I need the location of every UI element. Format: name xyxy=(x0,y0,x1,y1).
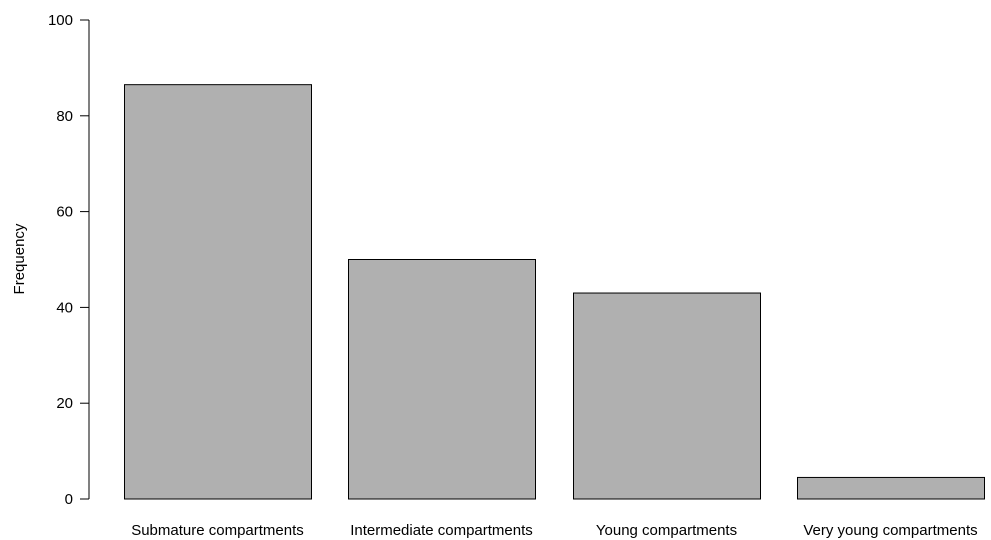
x-category-label: Young compartments xyxy=(596,522,737,539)
x-labels: Submature compartments Intermediate compa… xyxy=(131,522,977,539)
x-category-label: Intermediate compartments xyxy=(350,522,533,539)
bar xyxy=(348,259,536,500)
y-axis-title: Frequency xyxy=(11,223,28,294)
bar xyxy=(797,476,985,500)
y-tick-label: 20 xyxy=(56,395,73,412)
x-category-label: Submature compartments xyxy=(131,522,304,539)
y-tick-label: 0 xyxy=(65,491,73,508)
bar xyxy=(573,292,761,500)
bars xyxy=(124,84,985,500)
x-category-label: Very young compartments xyxy=(803,522,977,539)
y-tick-label: 60 xyxy=(56,204,73,221)
bar xyxy=(124,84,312,500)
y-tick-label: 100 xyxy=(48,12,73,29)
y-axis: 0 20 40 60 80 100 xyxy=(48,12,90,508)
y-tick-label: 40 xyxy=(56,299,73,316)
y-tick-label: 80 xyxy=(56,108,73,125)
